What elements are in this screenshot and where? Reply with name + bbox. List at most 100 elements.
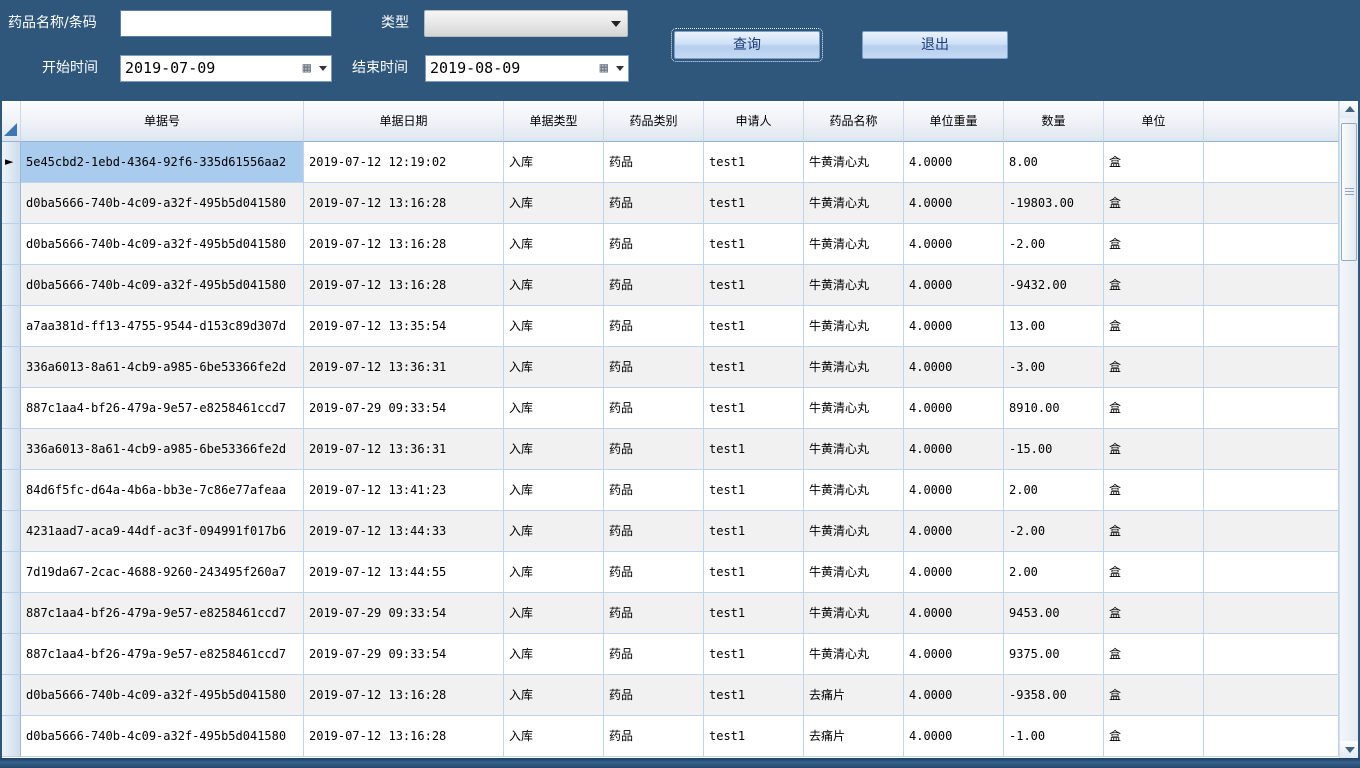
- grid-cell[interactable]: test1: [704, 429, 804, 470]
- grid-cell[interactable]: 入库: [504, 593, 604, 634]
- column-header[interactable]: 单位: [1104, 101, 1204, 142]
- column-header[interactable]: 单据日期: [304, 101, 504, 142]
- grid-cell[interactable]: 入库: [504, 470, 604, 511]
- grid-cell[interactable]: 9375.00: [1004, 634, 1104, 675]
- grid-cell[interactable]: 牛黄清心丸: [804, 593, 904, 634]
- grid-cell[interactable]: 2019-07-12 13:35:54: [304, 306, 504, 347]
- select-all-corner[interactable]: [2, 101, 21, 142]
- grid-cell[interactable]: 4.0000: [904, 306, 1004, 347]
- grid-cell[interactable]: [1204, 388, 1339, 429]
- grid-cell[interactable]: test1: [704, 470, 804, 511]
- grid-cell[interactable]: 4.0000: [904, 265, 1004, 306]
- grid-cell[interactable]: 887c1aa4-bf26-479a-9e57-e8258461ccd7: [21, 593, 304, 634]
- grid-cell[interactable]: [1204, 552, 1339, 593]
- grid-cell[interactable]: 药品: [604, 593, 704, 634]
- grid-cell[interactable]: test1: [704, 634, 804, 675]
- grid-cell[interactable]: 2.00: [1004, 470, 1104, 511]
- grid-cell[interactable]: [1204, 675, 1339, 716]
- grid-cell[interactable]: [1204, 593, 1339, 634]
- row-header[interactable]: [2, 265, 21, 306]
- grid-cell[interactable]: 入库: [504, 306, 604, 347]
- grid-cell[interactable]: test1: [704, 306, 804, 347]
- chevron-down-icon[interactable]: [616, 66, 624, 71]
- grid-cell[interactable]: [1204, 142, 1339, 183]
- grid-cell[interactable]: test1: [704, 183, 804, 224]
- grid-cell[interactable]: test1: [704, 511, 804, 552]
- row-header[interactable]: [2, 183, 21, 224]
- grid-cell[interactable]: test1: [704, 265, 804, 306]
- grid-cell[interactable]: 牛黄清心丸: [804, 470, 904, 511]
- grid-cell[interactable]: 牛黄清心丸: [804, 552, 904, 593]
- grid-cell[interactable]: 入库: [504, 265, 604, 306]
- grid-cell[interactable]: 336a6013-8a61-4cb9-a985-6be53366fe2d: [21, 347, 304, 388]
- grid-cell[interactable]: test1: [704, 675, 804, 716]
- grid-cell[interactable]: 84d6f5fc-d64a-4b6a-bb3e-7c86e77afeaa: [21, 470, 304, 511]
- grid-cell[interactable]: 盒: [1104, 552, 1204, 593]
- grid-cell[interactable]: 4.0000: [904, 470, 1004, 511]
- grid-cell[interactable]: 牛黄清心丸: [804, 511, 904, 552]
- grid-cell[interactable]: 4.0000: [904, 183, 1004, 224]
- grid-cell[interactable]: 4.0000: [904, 511, 1004, 552]
- grid-cell[interactable]: 4.0000: [904, 429, 1004, 470]
- row-header[interactable]: [2, 224, 21, 265]
- grid-cell[interactable]: test1: [704, 388, 804, 429]
- grid-cell[interactable]: 盒: [1104, 224, 1204, 265]
- grid-cell[interactable]: 入库: [504, 388, 604, 429]
- column-header[interactable]: 数量: [1004, 101, 1104, 142]
- grid-cell[interactable]: 牛黄清心丸: [804, 634, 904, 675]
- grid-cell[interactable]: 去痛片: [804, 716, 904, 757]
- grid-cell[interactable]: 牛黄清心丸: [804, 347, 904, 388]
- grid-cell[interactable]: 2019-07-12 13:44:33: [304, 511, 504, 552]
- grid-cell[interactable]: 牛黄清心丸: [804, 388, 904, 429]
- grid-cell[interactable]: test1: [704, 142, 804, 183]
- grid-cell[interactable]: 2019-07-29 09:33:54: [304, 634, 504, 675]
- grid-cell[interactable]: 入库: [504, 142, 604, 183]
- grid-cell[interactable]: 盒: [1104, 183, 1204, 224]
- row-header[interactable]: [2, 470, 21, 511]
- grid-cell[interactable]: 药品: [604, 675, 704, 716]
- grid-cell[interactable]: 药品: [604, 142, 704, 183]
- grid-cell[interactable]: 药品: [604, 634, 704, 675]
- grid-cell[interactable]: d0ba5666-740b-4c09-a32f-495b5d041580: [21, 675, 304, 716]
- grid-cell[interactable]: 药品: [604, 470, 704, 511]
- row-header[interactable]: [2, 716, 21, 757]
- grid-cell[interactable]: -3.00: [1004, 347, 1104, 388]
- grid-cell[interactable]: 盒: [1104, 470, 1204, 511]
- scroll-up-button[interactable]: [1340, 101, 1358, 118]
- grid-cell[interactable]: 牛黄清心丸: [804, 224, 904, 265]
- grid-cell[interactable]: -9432.00: [1004, 265, 1104, 306]
- grid-cell[interactable]: -9358.00: [1004, 675, 1104, 716]
- grid-cell[interactable]: -15.00: [1004, 429, 1104, 470]
- grid-cell[interactable]: 牛黄清心丸: [804, 306, 904, 347]
- column-header[interactable]: 单据类型: [504, 101, 604, 142]
- grid-cell[interactable]: 去痛片: [804, 675, 904, 716]
- grid-cell[interactable]: 2019-07-12 13:16:28: [304, 265, 504, 306]
- grid-cell[interactable]: 盒: [1104, 634, 1204, 675]
- grid-cell[interactable]: 4.0000: [904, 142, 1004, 183]
- grid-cell[interactable]: [1204, 224, 1339, 265]
- grid-cell[interactable]: 药品: [604, 552, 704, 593]
- grid-cell[interactable]: 4.0000: [904, 716, 1004, 757]
- grid-cell[interactable]: 8910.00: [1004, 388, 1104, 429]
- grid-cell[interactable]: 2.00: [1004, 552, 1104, 593]
- vertical-scrollbar[interactable]: [1339, 101, 1358, 758]
- grid-cell[interactable]: 2019-07-29 09:33:54: [304, 593, 504, 634]
- grid-cell[interactable]: 盒: [1104, 675, 1204, 716]
- column-header[interactable]: 申请人: [704, 101, 804, 142]
- grid-cell[interactable]: 4.0000: [904, 675, 1004, 716]
- type-select[interactable]: [424, 10, 628, 37]
- row-header[interactable]: [2, 634, 21, 675]
- grid-cell[interactable]: 药品: [604, 183, 704, 224]
- grid-cell[interactable]: 盒: [1104, 716, 1204, 757]
- row-header[interactable]: [2, 429, 21, 470]
- grid-cell[interactable]: test1: [704, 347, 804, 388]
- grid-cell[interactable]: 药品: [604, 429, 704, 470]
- grid-cell[interactable]: 入库: [504, 347, 604, 388]
- grid-cell[interactable]: [1204, 306, 1339, 347]
- grid-cell[interactable]: d0ba5666-740b-4c09-a32f-495b5d041580: [21, 716, 304, 757]
- grid-cell[interactable]: 盒: [1104, 347, 1204, 388]
- grid-cell[interactable]: 4.0000: [904, 634, 1004, 675]
- end-date-input[interactable]: 2019-08-09 ▦: [425, 55, 629, 82]
- grid-cell[interactable]: 2019-07-12 13:16:28: [304, 224, 504, 265]
- row-header[interactable]: [2, 593, 21, 634]
